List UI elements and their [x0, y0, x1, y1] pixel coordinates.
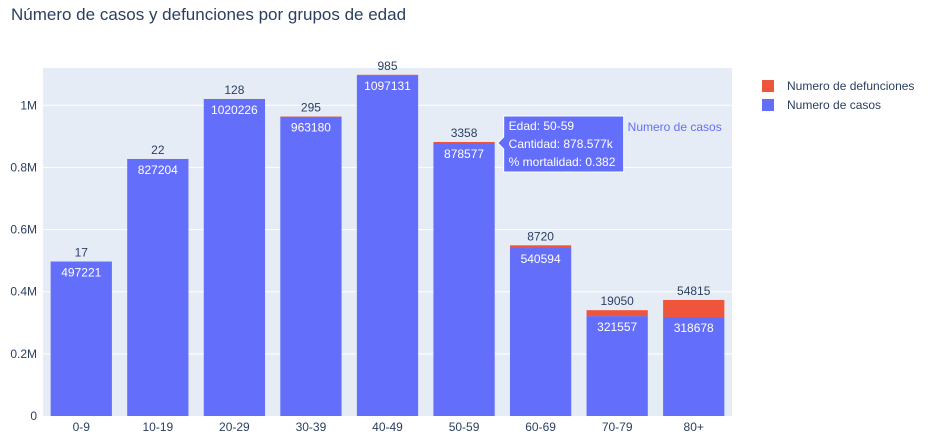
- casos-value-label: 878577: [444, 147, 484, 161]
- bar-defunciones[interactable]: [356, 74, 419, 76]
- bar-casos[interactable]: [663, 316, 725, 416]
- defunciones-value-label: 295: [301, 101, 321, 115]
- x-tick-label: 80+: [684, 420, 704, 434]
- x-tick-label: 20-29: [219, 420, 250, 434]
- x-tick-label: 60-69: [525, 420, 556, 434]
- x-tick-label: 0-9: [73, 420, 91, 434]
- defunciones-value-label: 19050: [600, 294, 634, 308]
- bar-defunciones[interactable]: [663, 299, 725, 317]
- defunciones-value-label: 3358: [451, 126, 478, 140]
- casos-value-label: 1020226: [211, 103, 258, 117]
- x-tick-label: 30-39: [296, 420, 327, 434]
- casos-value-label: 321557: [597, 320, 637, 334]
- y-tick-label: 0.8M: [10, 160, 37, 174]
- y-tick-label: 0.6M: [10, 223, 37, 237]
- legend-label: Numero de defunciones: [787, 79, 914, 93]
- bar-casos[interactable]: [586, 316, 648, 416]
- casos-value-label: 497221: [61, 266, 101, 280]
- y-tick-label: 0.2M: [10, 347, 37, 361]
- legend-label: Numero de casos: [787, 98, 881, 112]
- hover-tooltip-line: % mortalidad: 0.382: [509, 155, 616, 169]
- defunciones-value-label: 8720: [527, 229, 554, 243]
- casos-value-label: 1097131: [364, 79, 411, 93]
- bar-defunciones[interactable]: [586, 310, 648, 317]
- chart-title: Número de casos y defunciones por grupos…: [11, 5, 407, 24]
- bar-casos[interactable]: [280, 116, 342, 417]
- legend-swatch[interactable]: [762, 99, 774, 111]
- bar-casos[interactable]: [509, 248, 572, 416]
- casos-value-label: 963180: [291, 121, 331, 135]
- hover-tooltip-line: Edad: 50-59: [509, 119, 575, 133]
- hover-tooltip-line: Cantidad: 878.577k: [509, 137, 614, 151]
- defunciones-value-label: 985: [377, 59, 397, 73]
- casos-value-label: 318678: [674, 321, 714, 335]
- bar-casos[interactable]: [356, 75, 419, 417]
- bar-defunciones[interactable]: [509, 245, 572, 249]
- defunciones-value-label: 54815: [677, 284, 711, 298]
- defunciones-value-label: 22: [151, 143, 165, 157]
- y-tick-label: 1M: [20, 98, 37, 112]
- bar-casos[interactable]: [433, 143, 495, 416]
- bar-defunciones[interactable]: [280, 116, 342, 118]
- bar-defunciones[interactable]: [433, 141, 495, 144]
- x-tick-label: 50-59: [449, 420, 480, 434]
- x-tick-label: 10-19: [142, 420, 173, 434]
- bar-casos[interactable]: [203, 99, 266, 416]
- bar-casos[interactable]: [50, 261, 112, 416]
- defunciones-value-label: 128: [224, 83, 244, 97]
- hover-tooltip: [496, 115, 625, 173]
- y-tick-label: 0.4M: [10, 285, 37, 299]
- hover-series-name: Numero de casos: [628, 120, 722, 134]
- bar-defunciones[interactable]: [127, 158, 189, 160]
- legend-swatch[interactable]: [762, 80, 774, 92]
- bar-casos[interactable]: [127, 158, 189, 417]
- x-tick-label: 70-79: [602, 420, 633, 434]
- x-tick-label: 40-49: [372, 420, 403, 434]
- y-tick-label: 0: [30, 409, 37, 423]
- defunciones-value-label: 17: [75, 246, 89, 260]
- bar-defunciones[interactable]: [50, 261, 112, 263]
- bar-defunciones[interactable]: [203, 98, 266, 100]
- casos-value-label: 827204: [138, 163, 178, 177]
- casos-value-label: 540594: [521, 252, 561, 266]
